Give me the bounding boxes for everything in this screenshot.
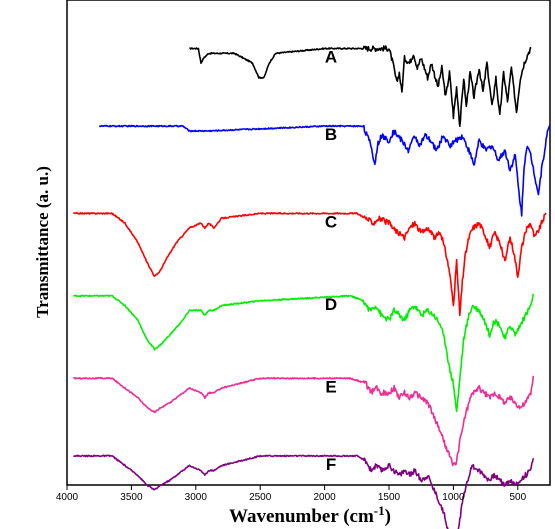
series-label-b: B — [325, 125, 337, 144]
series-layer — [72, 45, 551, 529]
y-axis-title: Transmittance (a. u.) — [33, 166, 52, 318]
x-tick-label: 4000 — [56, 492, 79, 503]
series-line-e — [73, 375, 535, 467]
x-tick-label: 500 — [509, 492, 526, 503]
x-tick-label: 2500 — [249, 492, 272, 503]
series-line-d — [73, 293, 535, 413]
x-axis-title: Wavenumber (cm-1) — [229, 503, 391, 527]
series-line-b — [98, 124, 551, 217]
plot-frame — [66, 0, 551, 486]
series-label-e: E — [325, 377, 336, 396]
x-tick-label: 1000 — [442, 492, 465, 503]
x-axis-title-main: Wavenumber (cm — [229, 506, 374, 527]
x-axis-title-superscript: -1 — [374, 503, 385, 518]
x-tick-label: 2000 — [313, 492, 336, 503]
series-label-f: F — [326, 455, 336, 474]
series-label-c: C — [325, 212, 337, 231]
x-tick-label: 3500 — [120, 492, 143, 503]
x-axis-ticks: 4000 3500 3000 2500 2000 1500 1000 500 — [56, 485, 527, 503]
x-tick-label: 3000 — [185, 492, 208, 503]
x-tick-label: 1500 — [378, 492, 401, 503]
x-axis-title-close: ) — [385, 506, 391, 527]
series-line-f — [72, 454, 535, 529]
series-line-a — [189, 45, 532, 128]
series-label-a: A — [325, 48, 337, 67]
series-label-d: D — [325, 295, 337, 314]
series-label-layer: A B C D E F — [325, 48, 337, 474]
series-line-c — [72, 212, 547, 317]
